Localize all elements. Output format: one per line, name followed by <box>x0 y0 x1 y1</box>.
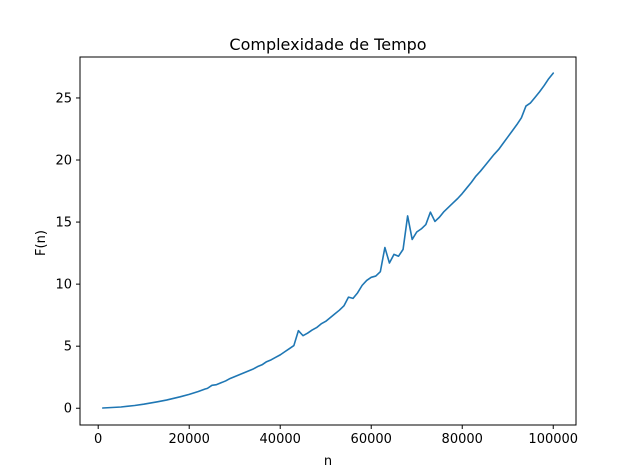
y-tick-label: 15 <box>55 216 72 231</box>
series-line-0 <box>101 72 555 409</box>
x-tick-label: 80000 <box>442 432 483 447</box>
y-axis-title: F(n) <box>34 230 49 256</box>
x-axis-title: n <box>324 454 332 469</box>
chart-title: Complexidade de Tempo <box>229 35 426 54</box>
y-tick-label: 0 <box>64 402 72 417</box>
x-tick-label: 100000 <box>528 432 578 447</box>
y-tick-label: 25 <box>55 91 72 106</box>
plot-area <box>79 56 577 426</box>
x-tick-label: 40000 <box>260 432 301 447</box>
y-tick-label: 5 <box>64 340 72 355</box>
y-tick-label: 20 <box>55 154 72 169</box>
y-tick-label: 10 <box>55 278 72 293</box>
y-axis: 0 5 10 15 20 25 <box>55 91 80 417</box>
x-axis: 0 20000 40000 60000 80000 100000 <box>94 425 578 447</box>
plot-frame <box>79 56 577 426</box>
x-tick-label: 20000 <box>169 432 210 447</box>
x-tick-label: 60000 <box>351 432 392 447</box>
x-tick-label: 0 <box>94 432 102 447</box>
